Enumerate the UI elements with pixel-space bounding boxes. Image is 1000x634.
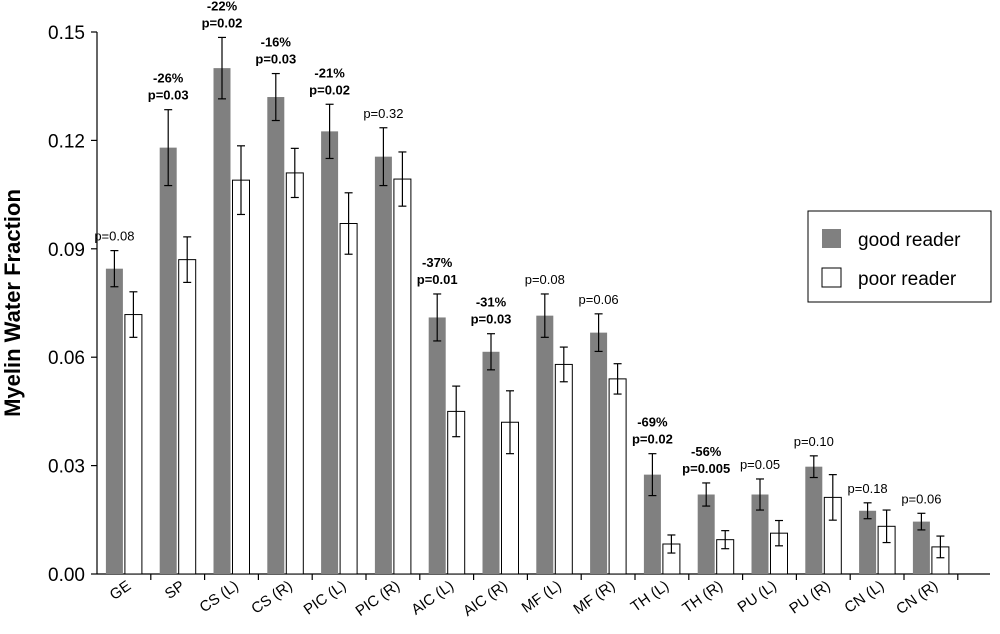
y-tick-label: 0.09	[48, 240, 85, 261]
x-tick-label-mf-r: MF (R)	[570, 577, 618, 618]
annotation-ge-line-0: p=0.08	[94, 229, 134, 244]
y-tick-label: 0.00	[48, 565, 85, 586]
bar-poor-reader-pic-r	[393, 178, 412, 575]
annotation-th-r-line-1: p=0.005	[682, 461, 730, 476]
bar-good-reader-sp	[159, 147, 177, 575]
annotations: p=0.08 -26% p=0.03 -22% p=0.02 -16% p=0.03 -21%…	[94, 0, 941, 506]
x-tick-label-cs-l: CS (L)	[197, 577, 242, 616]
y-tick-label: 0.03	[48, 457, 85, 478]
x-tick-label-th-r: TH (R)	[679, 577, 726, 617]
bar-good-reader-mf-l	[536, 315, 554, 574]
bars	[105, 68, 950, 575]
x-tick-label-pic-r: PIC (R)	[352, 577, 403, 620]
annotation-pic-l-line-0: -21%	[314, 65, 345, 80]
x-tick-label-pu-l: PU (L)	[735, 577, 780, 616]
bar-poor-reader-sp	[178, 259, 197, 575]
legend-label-poor-reader: poor reader	[858, 269, 957, 290]
annotation-cn-r-line-0: p=0.06	[901, 491, 941, 506]
bar-good-reader-mf-r	[590, 332, 608, 574]
bar-good-reader-cs-l	[213, 68, 231, 574]
annotation-pic-r-line-0: p=0.32	[363, 106, 403, 121]
bar-good-reader-ge	[105, 268, 123, 574]
bar-poor-reader-ge	[124, 314, 143, 575]
x-tick-label-pu-r: PU (R)	[786, 577, 833, 617]
annotation-pic-l-line-1: p=0.02	[309, 82, 350, 97]
annotation-aic-l-line-1: p=0.01	[417, 272, 458, 287]
x-tick-label-mf-l: MF (L)	[519, 577, 565, 616]
annotation-th-l-line-0: -69%	[637, 415, 668, 430]
y-tick-label: 0.15	[48, 23, 85, 44]
bar-poor-reader-pic-l	[339, 223, 358, 575]
x-tick-label-cn-l: CN (L)	[841, 577, 887, 616]
x-tick-label-aic-r: AIC (R)	[460, 577, 511, 620]
x-tick-label-th-l: TH (L)	[628, 577, 673, 615]
annotation-mf-r-line-0: p=0.06	[579, 292, 619, 307]
y-ticks: 0.00 0.03 0.06 0.09 0.12 0.15	[48, 23, 97, 586]
annotation-th-r-line-0: -56%	[691, 444, 722, 459]
annotation-mf-l-line-0: p=0.08	[525, 272, 565, 287]
bar-good-reader-th-l	[643, 474, 661, 574]
legend-label-good-reader: good reader	[858, 230, 961, 251]
x-tick-label-cs-r: CS (R)	[248, 577, 295, 617]
bar-good-reader-aic-l	[428, 317, 446, 574]
x-ticks: GE SP CS (L) CS (R) PIC (L) PIC (R) AIC (L) AIC…	[107, 574, 959, 620]
bar-good-reader-cn-l	[859, 510, 877, 574]
annotation-pu-l-line-0: p=0.05	[740, 457, 780, 472]
x-tick-label-sp: SP	[162, 577, 188, 602]
legend: good reader poor reader	[807, 210, 992, 303]
bar-good-reader-cn-r	[912, 521, 930, 574]
x-tick-label-pic-l: PIC (L)	[301, 577, 350, 618]
legend-swatch-good-reader	[822, 229, 841, 248]
bar-good-reader-th-r	[697, 494, 715, 574]
x-tick-label-aic-l: AIC (L)	[408, 577, 457, 618]
bar-poor-reader-mf-l	[554, 363, 573, 575]
bar-good-reader-aic-r	[482, 351, 500, 574]
annotation-cs-l-line-1: p=0.02	[202, 15, 243, 30]
annotation-cs-r-line-1: p=0.03	[255, 52, 296, 67]
bar-good-reader-pic-r	[374, 156, 392, 574]
error-bars	[110, 36, 945, 559]
bar-good-reader-pu-r	[805, 466, 823, 574]
annotation-pu-r-line-0: p=0.10	[794, 434, 834, 449]
bar-poor-reader-mf-r	[608, 378, 627, 575]
y-axis-label: Myelin Water Fraction	[0, 189, 25, 417]
legend-swatch-poor-reader	[821, 267, 842, 288]
bar-poor-reader-cs-r	[285, 172, 304, 575]
annotation-cs-r-line-0: -16%	[261, 35, 292, 50]
x-tick-label-cn-r: CN (R)	[893, 577, 941, 618]
y-tick-label: 0.12	[48, 131, 85, 152]
x-tick-label-ge: GE	[107, 577, 135, 603]
y-tick-label: 0.06	[48, 348, 85, 369]
annotation-aic-l-line-0: -37%	[422, 255, 453, 270]
bar-good-reader-pic-l	[321, 131, 339, 574]
annotation-sp-line-0: -26%	[153, 71, 184, 86]
bar-good-reader-pu-l	[751, 494, 769, 574]
annotation-th-l-line-1: p=0.02	[632, 432, 673, 447]
annotation-cn-l-line-0: p=0.18	[848, 481, 888, 496]
bar-poor-reader-cs-l	[232, 179, 250, 575]
annotation-cs-l-line-0: -22%	[207, 0, 238, 13]
annotation-aic-r-line-0: -31%	[476, 295, 507, 310]
annotation-sp-line-1: p=0.03	[148, 88, 189, 103]
bar-good-reader-cs-r	[267, 97, 285, 574]
annotation-aic-r-line-1: p=0.03	[471, 312, 512, 327]
